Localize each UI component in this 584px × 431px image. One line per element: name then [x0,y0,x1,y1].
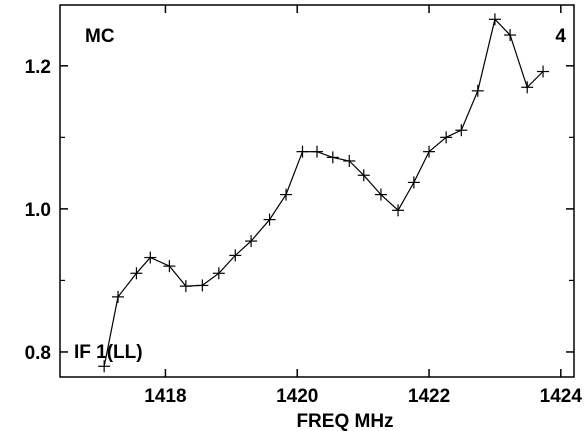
y-tick-label: 1.0 [25,200,51,221]
data-point [326,151,339,164]
corner-label-left: MC [85,26,115,47]
data-point [212,267,225,280]
x-tick-label: 1420 [276,386,318,407]
data-point [374,188,387,201]
data-point [455,124,468,137]
data-point [229,249,242,262]
x-tick-label: 1424 [540,386,583,407]
data-point [280,188,293,201]
data-point [163,260,176,273]
data-point [392,204,405,217]
x-tick-label: 1418 [144,386,186,407]
data-point [357,169,370,182]
data-point [179,280,192,293]
data-point [504,29,517,42]
data-point [521,81,534,94]
corner-label-right: 4 [555,26,566,47]
data-point [407,176,420,189]
data-point [130,267,143,280]
data-point [537,65,550,78]
data-point [296,145,309,158]
data-point [423,145,436,158]
data-point [245,235,258,248]
data-point [111,290,124,303]
data-point [343,154,356,167]
y-tick-label: 0.8 [25,343,51,364]
data-point [263,213,276,226]
data-point [196,279,209,292]
data-point [311,145,323,158]
data-point [440,131,453,144]
data-point [488,13,501,26]
x-axis-label: FREQ MHz [296,411,393,431]
data-point [144,251,157,264]
plot-frame [59,4,575,378]
x-tick-label: 1422 [408,386,450,407]
annotation-label: IF 1(LL) [74,342,143,363]
series-line [103,18,544,367]
y-tick-label: 1.2 [25,57,51,78]
data-point [98,360,111,373]
data-point [471,84,484,97]
